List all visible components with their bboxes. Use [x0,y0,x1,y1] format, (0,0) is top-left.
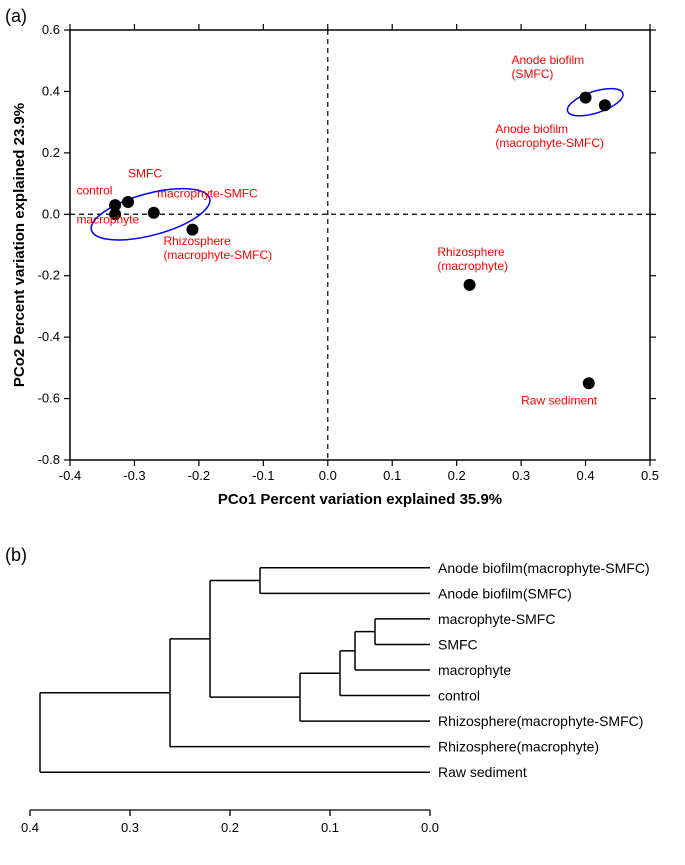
xtick-label: -0.4 [59,468,81,483]
dendro-tick-label: 0.2 [221,820,239,835]
figure-svg: (a) -0.4 -0.3 -0.2 -0.1 0.0 0.1 0.2 0.3 0.4 0.5 -0.… [0,0,685,865]
ytick-label: -0.8 [38,452,60,467]
point-label: control [76,183,112,197]
point-label: macrophyte [76,213,139,227]
point-label: Rhizosphere [163,234,231,248]
point-label: (macrophyte-SMFC) [495,136,604,150]
point-label: (SMFC) [511,67,553,81]
dendro-leaf-label: macrophyte [438,662,511,678]
dendro-leaf-label: macrophyte-SMFC [438,611,555,627]
xtick-label: 0.2 [448,468,466,483]
dendro-leaf-label: Anode biofilm(macrophyte-SMFC) [438,560,650,576]
xtick-label: 0.4 [577,468,595,483]
cluster-ellipse [564,83,626,121]
dendro-leaf-label: Anode biofilm(SMFC) [438,585,572,601]
xtick-label: 0.5 [641,468,659,483]
xtick-label: -0.3 [123,468,145,483]
ytick-label: -0.6 [38,391,60,406]
ytick-label: -0.2 [38,268,60,283]
point-label: Raw sediment [521,394,598,408]
dendro-leaf-label: SMFC [438,636,478,652]
xtick-label: 0.1 [383,468,401,483]
panel-a-label: (a) [5,6,27,26]
point-label: (macrophyte) [437,259,508,273]
xtick-label: -0.2 [188,468,210,483]
point-label: SMFC [128,166,162,180]
dendro-tick-label: 0.0 [421,820,439,835]
dendro-leaf-label: Rhizosphere(macrophyte-SMFC) [438,713,643,729]
scatter-point [580,92,592,104]
ytick-label: 0.2 [42,145,60,160]
xtick-label: 0.0 [319,468,337,483]
xtick-label: 0.3 [512,468,530,483]
xlabel: PCo1 Percent variation explained 35.9% [218,491,502,508]
dendro-tick-label: 0.3 [121,820,139,835]
point-label: Anode biofilm [511,53,584,67]
point-label: Rhizosphere [437,245,505,259]
ytick-label: -0.4 [38,329,60,344]
figure-container: (a) -0.4 -0.3 -0.2 -0.1 0.0 0.1 0.2 0.3 0.4 0.5 -0.… [0,0,685,865]
ytick-label: 0.4 [42,83,60,98]
scatter-point [148,207,160,219]
panel-b-label: (b) [5,545,27,565]
dendro-leaf-label: Raw sediment [438,764,527,780]
ytick-label: 0.6 [42,22,60,37]
point-label: macrophyte-SMFC [157,186,258,200]
scatter-point [599,99,611,111]
dendro-tick-label: 0.1 [321,820,339,835]
ytick-label: 0.0 [42,206,60,221]
dendro-leaf-label: control [438,688,480,704]
xtick-label: -0.1 [252,468,274,483]
scatter-point [464,279,476,291]
scatter-point [122,196,134,208]
point-label: (macrophyte-SMFC) [163,248,272,262]
ylabel: PCo2 Percent variation explained 23.9% [11,103,28,387]
point-label: Anode biofilm [495,122,568,136]
scatter-point [583,377,595,389]
dendro-tick-label: 0.4 [21,820,39,835]
dendro-leaf-label: Rhizosphere(macrophyte) [438,739,599,755]
